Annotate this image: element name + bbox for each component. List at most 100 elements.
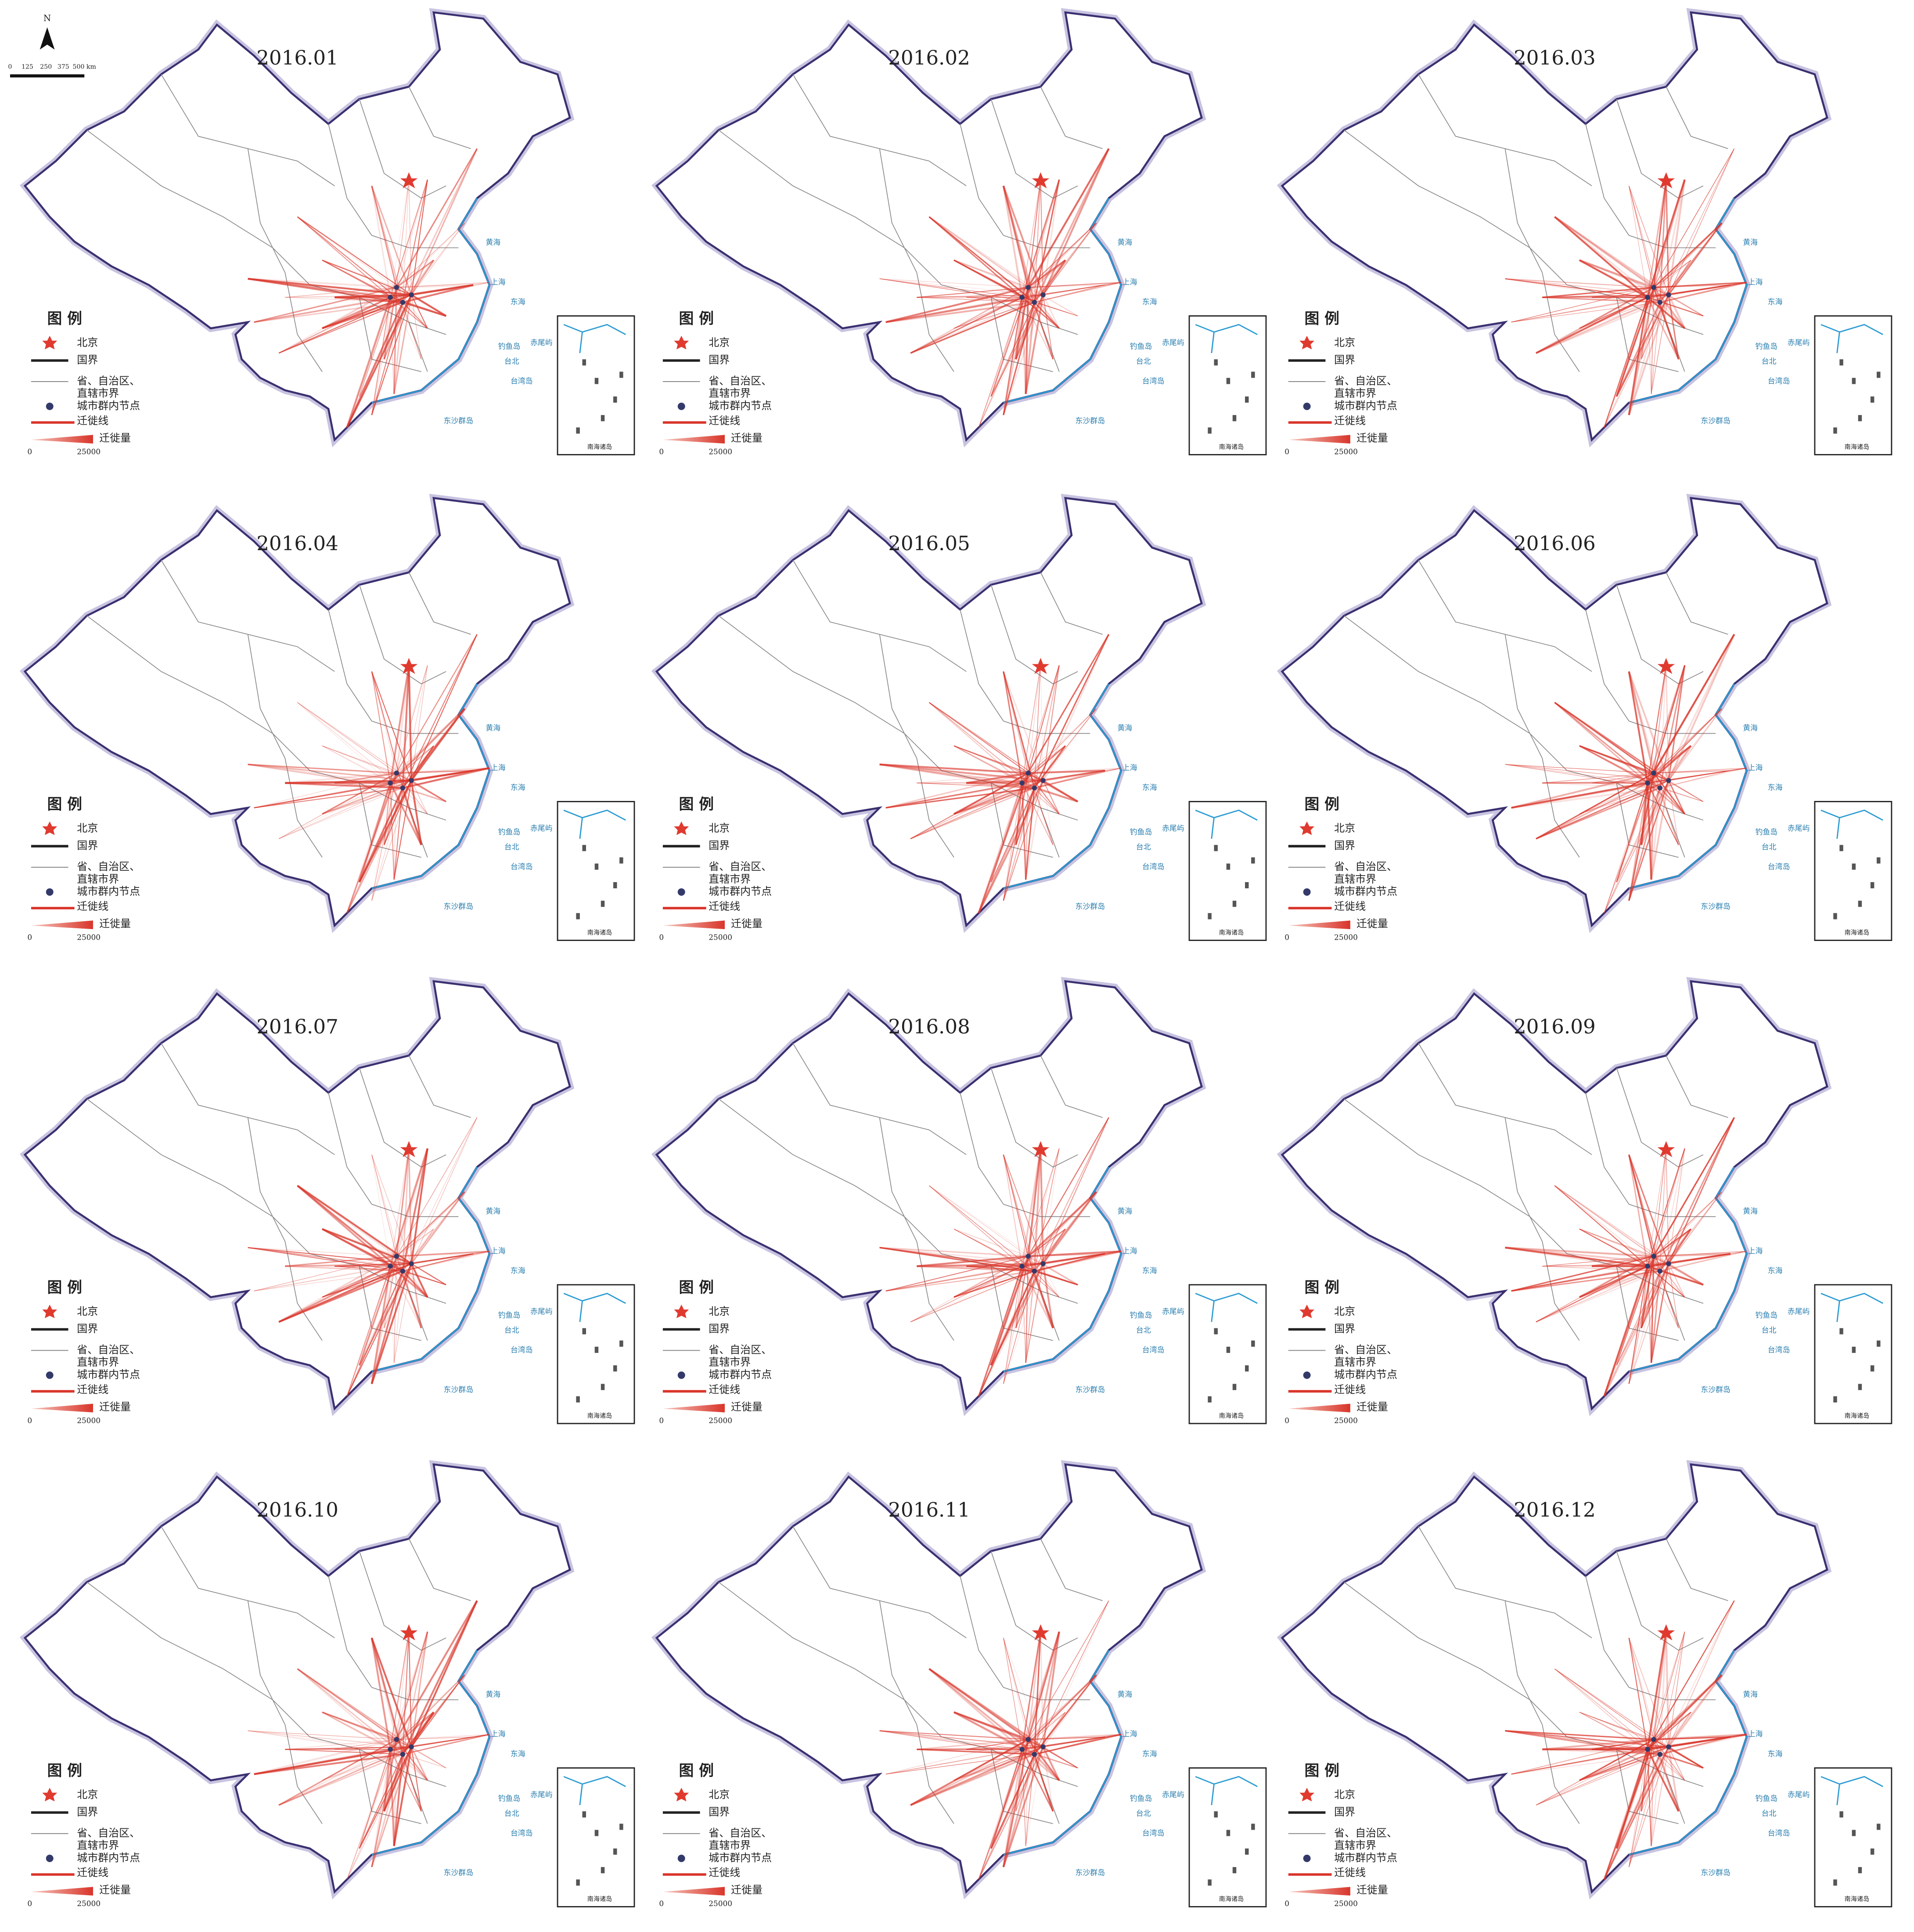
migration-line	[1647, 665, 1667, 783]
map-label: 东海	[511, 783, 525, 792]
legend-star	[1299, 1305, 1315, 1319]
migration-line	[408, 1148, 412, 1264]
migration-line	[1668, 1263, 1679, 1328]
inset-label: 南海诸岛	[1219, 1413, 1244, 1420]
island	[594, 863, 599, 870]
migration-line	[953, 1265, 1022, 1298]
migration-line	[978, 297, 1022, 428]
migration-line	[1647, 297, 1679, 360]
node	[394, 285, 399, 290]
migration-line	[346, 773, 397, 914]
migration-line	[1668, 1600, 1735, 1747]
migration-line	[1554, 1669, 1660, 1755]
legend-item: 直辖市界	[709, 1839, 751, 1852]
migration-line	[1505, 1247, 1669, 1265]
island	[582, 1328, 586, 1334]
map-label: 黄海	[486, 1690, 500, 1698]
panel-title: 2016.07	[256, 1015, 338, 1038]
legend-volume-min: 0	[1284, 933, 1289, 941]
migration-line	[248, 1247, 391, 1267]
migration-line	[371, 671, 397, 773]
migration-line	[1028, 1250, 1121, 1258]
migration-line	[1015, 1747, 1043, 1812]
migration-line	[885, 1754, 1035, 1775]
beijing-star	[400, 1624, 418, 1640]
migration-line	[1616, 773, 1655, 883]
node	[1019, 1263, 1025, 1269]
island	[1877, 1824, 1881, 1830]
migration-line	[410, 1746, 428, 1781]
migration-line	[1628, 773, 1655, 901]
migration-line	[1028, 708, 1097, 774]
legend-item: 北京	[709, 1305, 730, 1318]
migration-line	[1028, 1229, 1066, 1257]
map-label: 台湾岛	[1142, 377, 1165, 386]
map-label: 上海	[491, 1246, 506, 1255]
migration-line	[1647, 179, 1686, 298]
migration-line	[910, 780, 1043, 840]
migration-line	[411, 1251, 490, 1265]
migration-line	[1021, 297, 1027, 394]
migration-line	[1028, 287, 1060, 329]
migration-line	[297, 216, 397, 288]
migration-line	[1668, 768, 1747, 781]
migration-line	[410, 1631, 428, 1747]
island	[1251, 1340, 1255, 1347]
migration-line	[322, 1754, 403, 1781]
migration-line	[1591, 287, 1654, 298]
migration-line	[1505, 278, 1669, 296]
migration-line	[1647, 1600, 1735, 1750]
legend-item: 迁徙线	[77, 415, 108, 427]
migration-line	[396, 1631, 410, 1740]
legend-item: 城市群内节点	[1334, 1852, 1397, 1864]
migration-lines	[248, 1117, 490, 1397]
migration-line	[297, 702, 391, 783]
migration-line	[402, 301, 446, 317]
migration-line	[1659, 281, 1747, 303]
map-label: 上海	[1122, 1730, 1137, 1738]
migration-line	[1647, 1631, 1667, 1750]
migration-line	[396, 1117, 478, 1257]
migration-line	[1653, 222, 1723, 288]
map-label: 台北	[1762, 842, 1777, 851]
migration-line	[1002, 1746, 1044, 1867]
legend-volume-max: 25000	[709, 933, 732, 941]
migration-line	[1668, 1229, 1692, 1264]
migration-line	[297, 216, 391, 298]
migration-line	[322, 782, 391, 815]
migration-line	[402, 179, 428, 303]
node	[400, 1269, 405, 1274]
migration-line	[396, 223, 465, 288]
legend-star	[674, 1305, 689, 1319]
migration-line	[1647, 1266, 1652, 1363]
island	[594, 1347, 599, 1353]
map-label: 东沙群岛	[1075, 416, 1105, 425]
migration-line	[1536, 286, 1655, 354]
legend-volume	[662, 1887, 725, 1896]
migration-line	[1028, 1712, 1066, 1740]
migration-line	[1043, 223, 1097, 296]
migration-line	[346, 1263, 412, 1397]
map-label: 东沙群岛	[1701, 1868, 1731, 1877]
migration-line	[410, 1263, 428, 1298]
legend-star	[1299, 1788, 1315, 1802]
migration-line	[1653, 773, 1679, 845]
legend-item: 国界	[1334, 1806, 1355, 1818]
legend-star	[42, 335, 58, 350]
migration-line	[1653, 1255, 1704, 1286]
migration-line	[1042, 745, 1066, 781]
legend-item: 迁徙量	[99, 1401, 131, 1413]
migration-lines	[1505, 1600, 1747, 1880]
map-label: 黄海	[1117, 724, 1132, 732]
migration-line	[1040, 665, 1043, 781]
migration-line	[1028, 282, 1121, 288]
migration-line	[1668, 1747, 1685, 1781]
migration-line	[953, 779, 1043, 815]
node	[1666, 1261, 1671, 1266]
map-label: 台湾岛	[1768, 1828, 1790, 1837]
node	[394, 771, 399, 776]
node	[1651, 771, 1656, 776]
migration-line	[402, 1631, 410, 1755]
inset-coast	[1195, 1776, 1258, 1806]
migration-line	[396, 1734, 489, 1740]
